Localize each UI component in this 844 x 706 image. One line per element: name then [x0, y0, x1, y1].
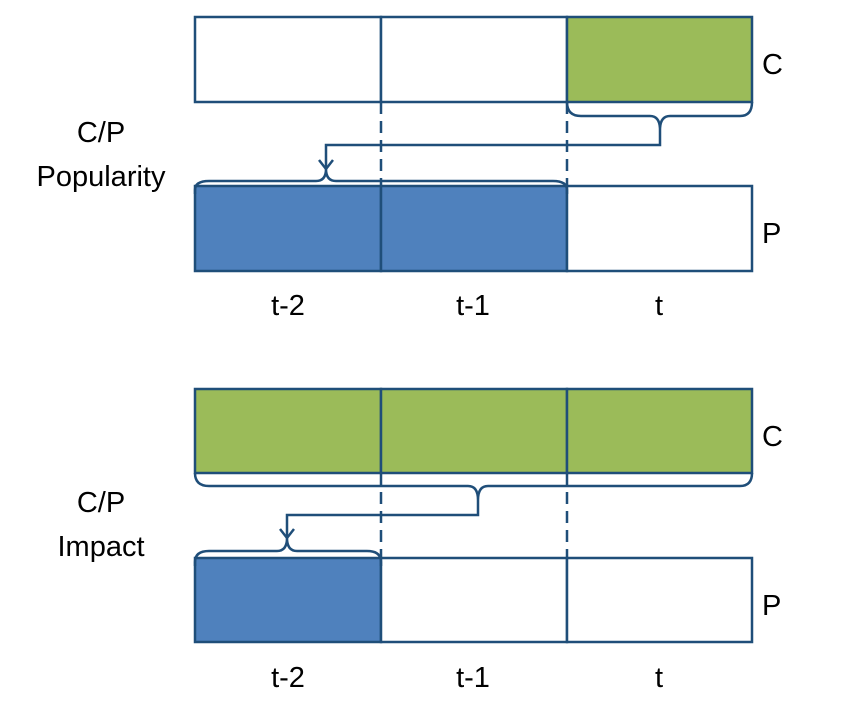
impact-c-cell-t-1	[379, 387, 569, 475]
popularity-p-row-label: P	[762, 218, 781, 250]
impact-c-cell-t-2	[193, 387, 383, 475]
popularity-label-line1: C/P	[77, 117, 125, 149]
popularity-panel: C P C/P Popularity t-2 t-1 t	[37, 15, 783, 322]
impact-col-label-t-1: t-1	[456, 662, 490, 694]
impact-panel: C P C/P Impact t-2 t-1 t	[57, 387, 783, 694]
popularity-p-brace	[193, 168, 569, 194]
impact-c-brace	[193, 472, 754, 501]
impact-col-label-t-2: t-2	[271, 662, 305, 694]
popularity-p-cell-t	[565, 184, 754, 273]
popularity-col-label-t: t	[655, 290, 663, 322]
popularity-label-line2: Popularity	[37, 161, 166, 193]
popularity-c-brace	[565, 101, 754, 131]
impact-p-brace	[193, 537, 383, 566]
popularity-col-label-t-2: t-2	[271, 290, 305, 322]
popularity-p-cell-t-2	[193, 184, 383, 273]
popularity-c-row-label: C	[762, 49, 783, 81]
impact-c-row-label: C	[762, 421, 783, 453]
popularity-c-cell-t	[565, 15, 754, 104]
impact-p-cell-t-1	[379, 556, 569, 644]
popularity-connector-line	[324, 130, 662, 168]
impact-p-cell-t	[565, 556, 754, 644]
impact-p-row-label: P	[762, 590, 781, 622]
impact-col-label-t: t	[655, 662, 663, 694]
popularity-p-cell-t-1	[379, 184, 569, 273]
impact-c-cell-t	[565, 387, 754, 475]
impact-connector-line	[285, 500, 480, 537]
impact-p-cell-t-2	[193, 556, 383, 644]
popularity-c-cell-t-1	[379, 15, 569, 104]
popularity-c-cell-t-2	[193, 15, 383, 104]
impact-label-line1: C/P	[77, 487, 125, 519]
popularity-col-label-t-1: t-1	[456, 290, 490, 322]
impact-label-line2: Impact	[57, 531, 144, 563]
